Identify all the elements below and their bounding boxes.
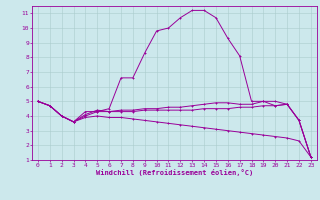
X-axis label: Windchill (Refroidissement éolien,°C): Windchill (Refroidissement éolien,°C) [96,169,253,176]
